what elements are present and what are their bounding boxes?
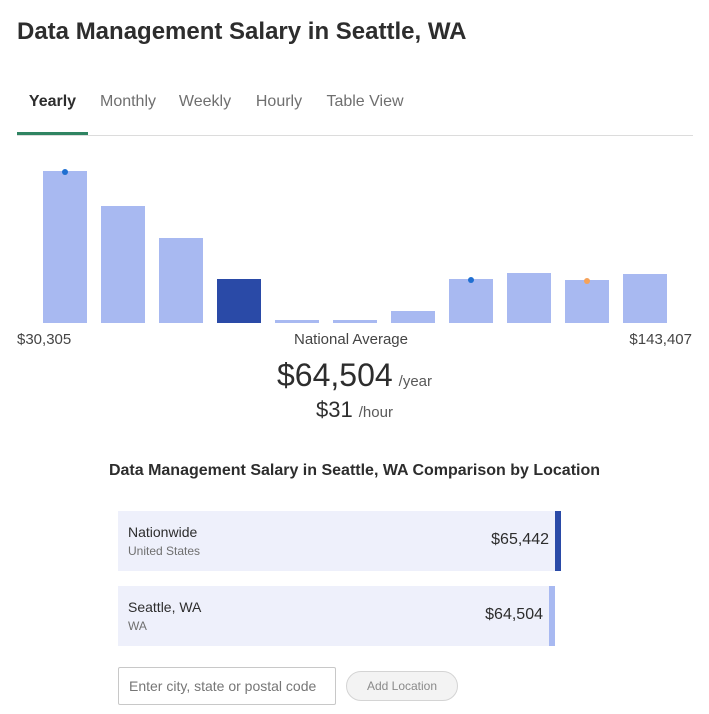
histogram-bar bbox=[391, 311, 435, 323]
average-hourly-value: $31 bbox=[316, 397, 353, 422]
tab-hourly[interactable]: Hourly bbox=[255, 93, 303, 110]
location-name: Nationwide bbox=[128, 524, 198, 540]
location-sub: United States bbox=[128, 544, 201, 558]
bar-marker-dot bbox=[62, 169, 68, 175]
comparison-heading: Data Management Salary in Seattle, WA Co… bbox=[108, 462, 601, 479]
histogram-bar bbox=[565, 280, 609, 323]
location-name: Seattle, WA bbox=[128, 599, 202, 615]
tab-weekly[interactable]: Weekly bbox=[178, 93, 232, 110]
histogram-bar bbox=[159, 238, 203, 323]
axis-min-label: $30,305 bbox=[17, 331, 72, 348]
location-bar-marker bbox=[549, 586, 555, 646]
average-hourly-unit: /hour bbox=[358, 404, 393, 421]
bar-marker-dot bbox=[584, 278, 590, 284]
add-location-button[interactable]: Add Location bbox=[346, 671, 458, 701]
location-salary: $65,442 bbox=[491, 531, 549, 548]
average-hourly: $31/hour bbox=[0, 397, 709, 423]
histogram-bar bbox=[623, 274, 667, 323]
page-title: Data Management Salary in Seattle, WA bbox=[17, 18, 467, 45]
national-average-label: National Average bbox=[294, 331, 408, 348]
location-sub: WA bbox=[128, 619, 147, 633]
average-yearly-unit: /year bbox=[398, 373, 433, 390]
location-card-seattle: Seattle, WA WA $64,504 bbox=[118, 586, 555, 646]
axis-max-label: $143,407 bbox=[629, 331, 692, 348]
tab-table-view[interactable]: Table View bbox=[326, 93, 404, 110]
histogram-bar bbox=[507, 273, 551, 323]
location-salary: $64,504 bbox=[485, 606, 543, 623]
histogram-bar bbox=[43, 171, 87, 323]
location-search-input[interactable] bbox=[118, 667, 336, 705]
average-yearly: $64,504/year bbox=[0, 357, 709, 394]
average-yearly-value: $64,504 bbox=[276, 357, 393, 393]
bar-marker-dot bbox=[468, 277, 474, 283]
salary-period-tabs: Yearly Monthly Weekly Hourly Table View bbox=[17, 82, 693, 136]
histogram-bar bbox=[333, 320, 377, 323]
location-card-nationwide: Nationwide United States $65,442 bbox=[118, 511, 561, 571]
histogram-bar bbox=[217, 279, 261, 323]
salary-distribution-chart bbox=[0, 150, 709, 330]
histogram-bar bbox=[101, 206, 145, 323]
tab-yearly[interactable]: Yearly bbox=[17, 82, 88, 135]
histogram-bar bbox=[275, 320, 319, 323]
tab-monthly[interactable]: Monthly bbox=[99, 93, 157, 110]
location-bar-marker bbox=[555, 511, 561, 571]
histogram-bar bbox=[449, 279, 493, 323]
